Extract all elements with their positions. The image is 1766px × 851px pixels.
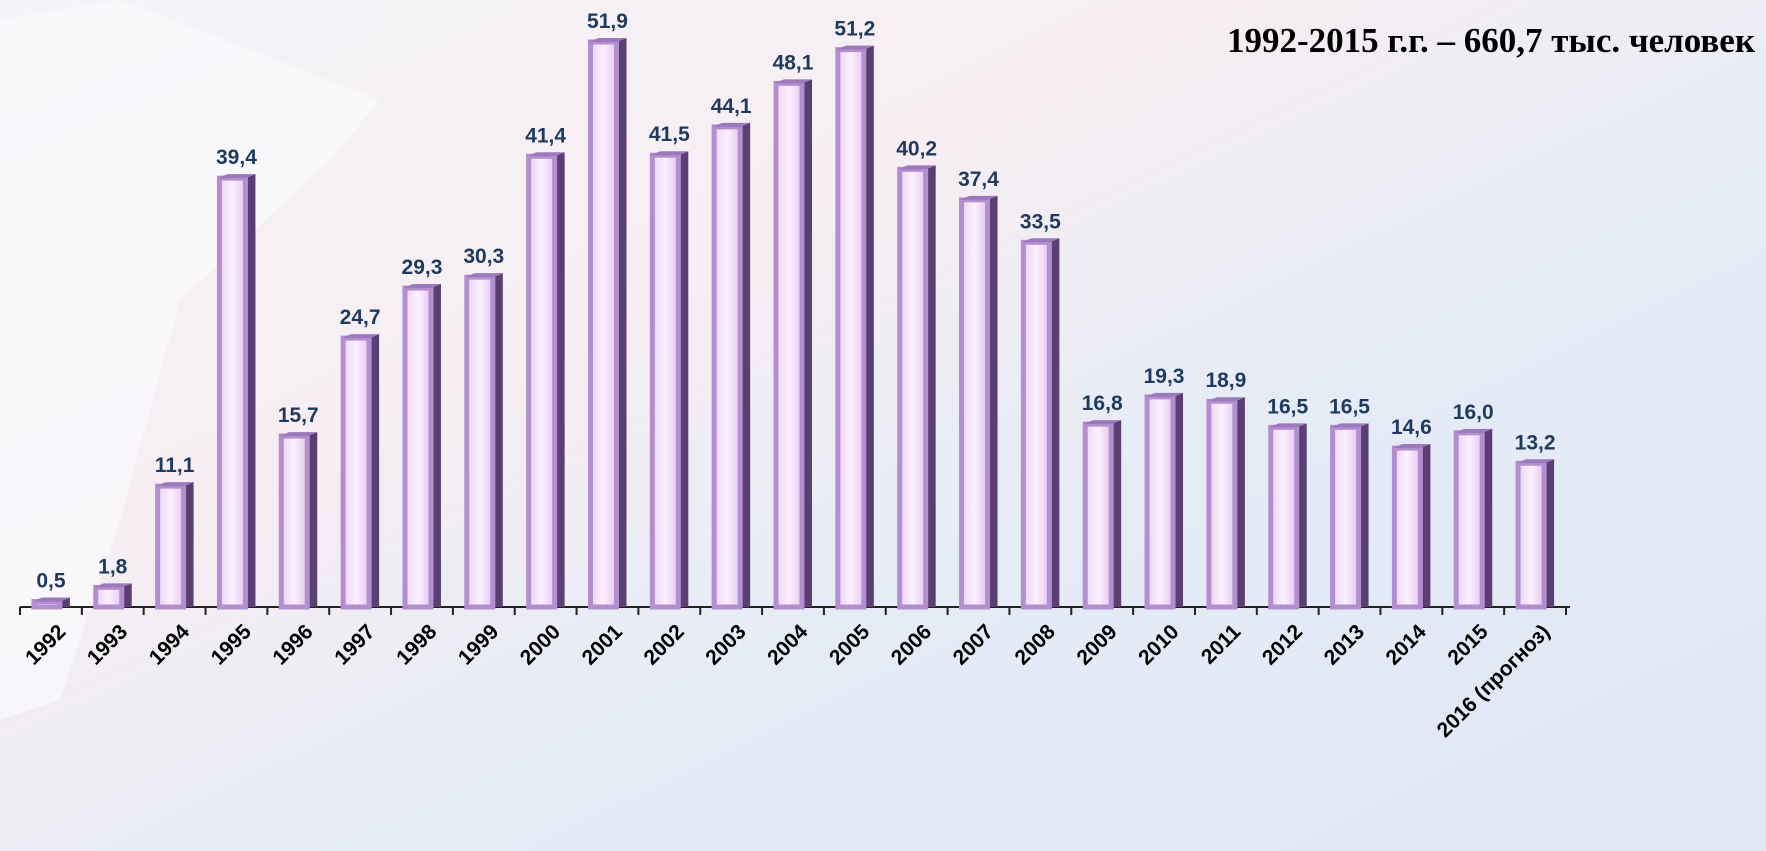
bar-top: [959, 195, 998, 200]
bar-top: [31, 597, 70, 602]
bar: [649, 152, 681, 610]
bar: [1268, 424, 1300, 610]
value-label: 16,5: [1267, 395, 1308, 418]
value-label: 41,4: [525, 124, 566, 147]
value-label: 15,7: [278, 404, 319, 427]
bar: [711, 124, 743, 610]
bar: [1144, 394, 1176, 610]
bar-top: [774, 79, 812, 84]
bar: [526, 153, 558, 610]
bar: [93, 584, 125, 610]
bar: [773, 80, 805, 610]
bar: [31, 599, 63, 610]
bar-top: [155, 482, 194, 487]
bar-top: [279, 432, 318, 437]
value-label: 41,5: [649, 123, 690, 146]
bar: [216, 175, 248, 610]
bar-top: [1330, 423, 1369, 428]
chart-title: 1992-2015 г.г. – 660,7 тыс. человек: [1227, 21, 1756, 60]
value-label: 39,4: [216, 146, 257, 169]
bar: [1206, 398, 1238, 610]
bar-top: [712, 122, 751, 127]
bar-top: [650, 151, 689, 156]
value-label: 14,6: [1391, 416, 1432, 439]
bar-top: [217, 174, 256, 179]
bar-top: [1083, 420, 1122, 425]
value-label: 0,5: [36, 570, 66, 593]
bar-top: [1145, 392, 1184, 397]
bar-top: [526, 152, 565, 157]
value-label: 16,8: [1082, 392, 1123, 415]
bar: [1020, 239, 1052, 610]
bar-top: [93, 583, 132, 588]
value-label: 18,9: [1205, 369, 1246, 392]
bar: [1391, 445, 1423, 610]
bar: [1082, 421, 1114, 610]
bar: [340, 335, 372, 610]
value-label: 44,1: [711, 95, 752, 118]
value-label: 19,3: [1144, 365, 1185, 388]
value-label: 51,9: [587, 10, 628, 33]
bar-top: [588, 38, 627, 42]
bar: [587, 39, 619, 610]
bar: [897, 166, 929, 610]
bar: [1515, 460, 1547, 610]
bar-top: [1206, 397, 1245, 402]
bar: [402, 285, 434, 610]
bar-top: [835, 45, 874, 50]
bar: [1453, 430, 1485, 610]
value-label: 16,0: [1453, 401, 1494, 424]
bar: [155, 483, 187, 610]
bar-top: [1392, 444, 1431, 449]
bar-top: [1021, 238, 1060, 243]
bar-top: [402, 284, 441, 289]
value-label: 1,8: [98, 555, 128, 578]
value-label: 37,4: [958, 168, 999, 191]
bar: [464, 274, 496, 610]
value-label: 11,1: [155, 454, 195, 477]
bar-top: [464, 273, 503, 278]
bar-top: [1268, 423, 1307, 428]
bar-top: [1516, 459, 1555, 464]
bar: [835, 47, 867, 610]
bar-top: [1454, 428, 1493, 433]
map-shape: [0, 0, 380, 720]
value-label: 16,5: [1329, 395, 1370, 418]
value-label: 30,3: [463, 245, 504, 268]
value-label: 13,2: [1515, 431, 1556, 454]
bar-top: [897, 165, 936, 170]
value-label: 40,2: [896, 137, 937, 160]
value-label: 29,3: [402, 256, 443, 279]
value-label: 33,5: [1020, 210, 1061, 233]
bar-top: [341, 334, 380, 339]
value-label: 24,7: [340, 306, 381, 329]
bar: [959, 197, 991, 610]
bar: [1330, 424, 1362, 610]
value-label: 51,2: [834, 18, 875, 41]
bar: [278, 433, 310, 610]
value-label: 48,1: [773, 51, 814, 74]
